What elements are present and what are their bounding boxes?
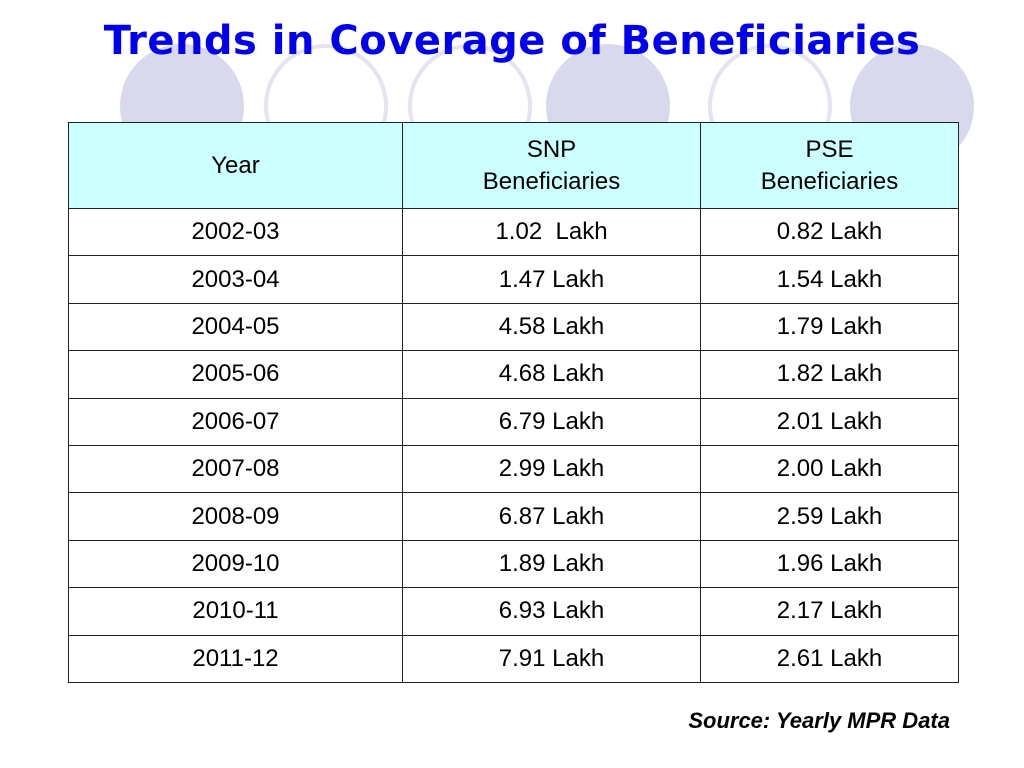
cell-year: 2007-08 [68,444,403,494]
cell-year: 2009-10 [68,539,403,589]
cell-snp: 6.79 Lakh [402,397,701,446]
cell-snp: 6.87 Lakh [402,492,701,541]
table-row: 2005-06 4.68 Lakh 1.82 Lakh [68,350,959,399]
cell-snp: 4.68 Lakh [402,350,701,399]
cell-year: 2008-09 [68,492,403,541]
beneficiaries-table: Year SNP Beneficiaries PSE Beneficiaries… [68,122,959,683]
table-row: 2009-10 1.89 Lakh 1.96 Lakh [68,539,959,589]
table-row: 2004-05 4.58 Lakh 1.79 Lakh [68,302,959,352]
cell-snp: 7.91 Lakh [402,634,701,683]
cell-snp: 1.02 Lakh [402,207,701,257]
cell-pse: 2.59 Lakh [700,492,959,541]
cell-snp: 4.58 Lakh [402,302,701,352]
cell-year: 2005-06 [68,350,403,399]
cell-pse: 2.00 Lakh [700,444,959,494]
header-snp-beneficiaries: SNP Beneficiaries [402,122,701,209]
table-row: 2003-04 1.47 Lakh 1.54 Lakh [68,255,959,304]
cell-snp: 2.99 Lakh [402,444,701,494]
cell-snp: 6.93 Lakh [402,587,701,636]
table-header-row: Year SNP Beneficiaries PSE Beneficiaries [68,122,959,209]
cell-pse: 1.96 Lakh [700,539,959,589]
cell-pse: 2.61 Lakh [700,634,959,683]
cell-year: 2003-04 [68,255,403,304]
table-row: 2010-11 6.93 Lakh 2.17 Lakh [68,587,959,636]
table-row: 2007-08 2.99 Lakh 2.00 Lakh [68,444,959,494]
cell-pse: 1.82 Lakh [700,350,959,399]
table-row: 2011-12 7.91 Lakh 2.61 Lakh [68,634,959,683]
cell-year: 2002-03 [68,207,403,257]
source-note: Source: Yearly MPR Data [688,708,950,733]
cell-year: 2010-11 [68,587,403,636]
cell-year: 2006-07 [68,397,403,446]
header-pse-beneficiaries: PSE Beneficiaries [700,122,959,209]
table-row: 2002-03 1.02 Lakh 0.82 Lakh [68,207,959,257]
cell-pse: 0.82 Lakh [700,207,959,257]
cell-snp: 1.47 Lakh [402,255,701,304]
header-year: Year [68,122,403,209]
cell-pse: 1.79 Lakh [700,302,959,352]
cell-snp: 1.89 Lakh [402,539,701,589]
slide-title: Trends in Coverage of Beneficiaries [103,18,921,64]
table-row: 2006-07 6.79 Lakh 2.01 Lakh [68,397,959,446]
cell-pse: 1.54 Lakh [700,255,959,304]
cell-pse: 2.17 Lakh [700,587,959,636]
cell-year: 2004-05 [68,302,403,352]
cell-pse: 2.01 Lakh [700,397,959,446]
table-row: 2008-09 6.87 Lakh 2.59 Lakh [68,492,959,541]
cell-year: 2011-12 [68,634,403,683]
